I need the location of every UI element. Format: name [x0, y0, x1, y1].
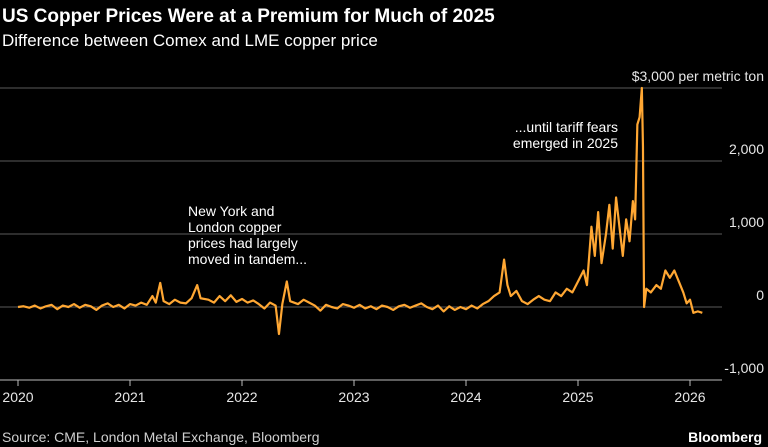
- annotation: moved in tandem...: [188, 251, 307, 267]
- x-tick-label: 2026: [674, 389, 705, 405]
- x-tick-label: 2021: [114, 389, 145, 405]
- x-tick-label: 2022: [226, 389, 257, 405]
- source: Source: CME, London Metal Exchange, Bloo…: [2, 429, 320, 445]
- x-tick-label: 2025: [562, 389, 593, 405]
- y-tick-label: 0: [756, 287, 764, 303]
- x-tick-label: 2023: [338, 389, 369, 405]
- annotation: London copper: [188, 219, 282, 235]
- chart-title: US Copper Prices Were at a Premium for M…: [2, 6, 495, 27]
- annotation: New York and: [188, 203, 274, 219]
- x-tick-label: 2020: [2, 389, 33, 405]
- annotation: prices had largely: [188, 235, 298, 251]
- line-series: [17, 86, 703, 336]
- chart-subtitle: Difference between Comex and LME copper …: [2, 31, 378, 50]
- annotation: emerged in 2025: [513, 135, 618, 151]
- y-tick-label: 2,000: [729, 141, 764, 157]
- x-tick-label: 2024: [450, 389, 481, 405]
- brand: Bloomberg: [688, 429, 762, 445]
- annotation: ...until tariff fears: [515, 119, 618, 135]
- y-tick-label: $3,000 per metric ton: [632, 68, 764, 84]
- y-tick-label: 1,000: [729, 214, 764, 230]
- y-tick-label: -1,000: [724, 360, 764, 376]
